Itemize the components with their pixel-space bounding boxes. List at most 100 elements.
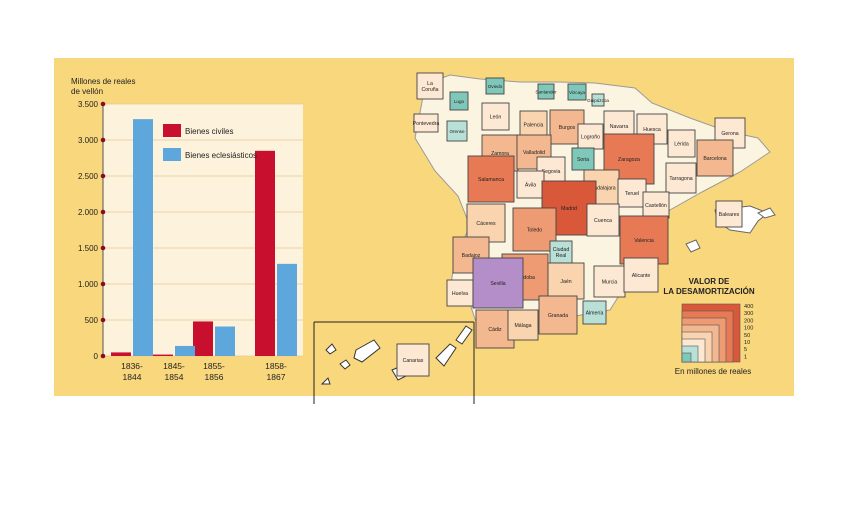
bar-eclesiasticos-1 (175, 345, 195, 356)
bar-eclesiasticos-3 (277, 263, 297, 356)
legend-scale-label: 50 (744, 333, 750, 339)
province-label-soria: Soria (577, 157, 589, 163)
province-label-cuenca: Cuenca (594, 218, 612, 224)
y-tick-marker (100, 281, 106, 287)
province-label-sevilla: Sevilla (490, 281, 505, 287)
province-label-granada: Granada (548, 313, 568, 319)
legend-scale-label: 5 (744, 347, 747, 353)
y-tick-marker (100, 137, 106, 143)
legend-scale-label: 300 (744, 311, 753, 317)
province-label-vizcaya: Vizcaya (569, 90, 585, 95)
island-tenerife (353, 339, 381, 363)
province-label-alicante: Alicante (632, 273, 651, 279)
province-label-barcelona: Barcelona (703, 156, 726, 162)
province-label-valladolid: Valladolid (523, 150, 545, 156)
province-box-tarragona (665, 162, 697, 194)
bar-civiles-3 (255, 150, 275, 356)
bar-chart: Millones de reales de vellón 0 500 1.000 1.… (71, 77, 303, 382)
province-label-almería: Almería (586, 311, 604, 317)
province-label-badajoz: Badajoz (462, 253, 481, 259)
legend-swatch-eclesiasticos (163, 148, 181, 161)
province-label-cáceres: Cáceres (476, 221, 496, 227)
x-tick-label-line-1: 1845- (163, 361, 185, 371)
province-box-salamanca (467, 155, 515, 203)
province-box-cuenca (586, 203, 620, 237)
legend-scale-square (681, 352, 692, 363)
y-tick-label: 2.000 (78, 208, 99, 217)
province-box-toledo (512, 207, 557, 252)
province-box-pontevedra (413, 113, 439, 133)
province-box-ávila (516, 170, 545, 199)
x-axis-labels: 1836-1844 1845-1854 1855-1856 1858-1867 (121, 361, 287, 382)
province-label-canarias: Canarias (403, 358, 424, 364)
province-box-logroño (577, 123, 604, 150)
province-box-santander (537, 83, 555, 100)
island-fuerteventura (435, 343, 457, 367)
province-label-lérida: Lérida (674, 142, 689, 148)
bars (111, 119, 297, 356)
province-label-pontevedra: Pontevedra (413, 121, 440, 127)
province-box-orense (446, 120, 468, 142)
province-box-cáceres (466, 203, 506, 243)
province-label-salamanca: Salamanca (478, 177, 504, 183)
province-box-málaga (507, 309, 539, 341)
province-label-valencia: Valencia (634, 238, 654, 244)
canarias-inset (313, 321, 475, 404)
bar-civiles-1 (153, 354, 173, 356)
legend-swatch-civiles (163, 124, 181, 137)
province-box-barcelona (696, 139, 734, 177)
y-tick-marker (100, 101, 106, 107)
x-tick-label-line-2: 1867 (267, 372, 286, 382)
x-tick-label-line-2: 1854 (165, 372, 184, 382)
legend-scale-label: 200 (744, 318, 753, 324)
legend: Bienes civiles Bienes eclesiásticos (163, 124, 257, 161)
y-tick-label: 3.500 (78, 100, 99, 109)
province-box-la-coruña (416, 72, 444, 100)
province-label-huelva: Huelva (452, 291, 468, 297)
island-la-palma (325, 343, 337, 355)
province-label-palencia: Palencia (524, 123, 544, 129)
y-tick-marker (100, 353, 106, 359)
province-box-almería (582, 300, 607, 325)
y-tick-label: 2.500 (78, 172, 99, 181)
province-label-toledo: Toledo (527, 228, 542, 234)
province-label-ciudad-real: Ciudad (553, 247, 570, 253)
island-lanzarote (455, 325, 473, 345)
y-tick-marker (100, 245, 106, 251)
province-label-madrid: Madrid (561, 206, 577, 212)
province-label-orense: Orense (449, 129, 465, 134)
province-label-león: León (490, 115, 502, 121)
legend-scale-label: 1 (744, 354, 747, 360)
province-label-la-coruña: Coruña (421, 87, 438, 93)
y-axis-label-line-2: de vellón (71, 87, 103, 96)
y-tick-label: 0 (94, 352, 99, 361)
x-tick-label-line-1: 1858- (265, 361, 287, 371)
province-box-granada (538, 295, 578, 335)
province-label-murcia: Murcia (602, 280, 618, 286)
x-tick-label-line-2: 1844 (123, 372, 142, 382)
y-tick-label: 1.000 (78, 280, 99, 289)
province-label-gerona: Gerona (721, 131, 738, 137)
map-legend-unit: En millones de reales (675, 367, 751, 376)
province-label-zaragoza: Zaragoza (618, 157, 640, 163)
y-tick-label: 500 (85, 316, 99, 325)
bar-eclesiasticos-2 (215, 326, 235, 356)
province-box-jaén (547, 262, 585, 300)
province-label-guadalajara: Guadalajara (587, 186, 615, 192)
province-box-lérida (667, 129, 696, 158)
bar-eclesiasticos-0 (133, 119, 153, 356)
province-box-león (481, 102, 510, 131)
province-label-guipúzcoa: Guipúzcoa (587, 98, 609, 103)
province-label-burgos: Burgos (559, 125, 576, 131)
legend-label-civiles: Bienes civiles (185, 127, 233, 136)
x-tick-label-line-1: 1855- (203, 361, 225, 371)
province-label-tarragona: Tarragona (669, 176, 692, 182)
province-label-oviedo: Oviedo (488, 84, 503, 89)
province-box-oviedo (485, 77, 505, 95)
province-label-navarra: Navarra (610, 124, 629, 130)
legend-scale-label: 10 (744, 340, 750, 346)
island-la-gomera (339, 359, 351, 370)
y-tick-label: 1.500 (78, 244, 99, 253)
map-legend-title-2: LA DESAMORTIZACIÓN (663, 287, 754, 296)
bar-civiles-0 (111, 352, 131, 356)
